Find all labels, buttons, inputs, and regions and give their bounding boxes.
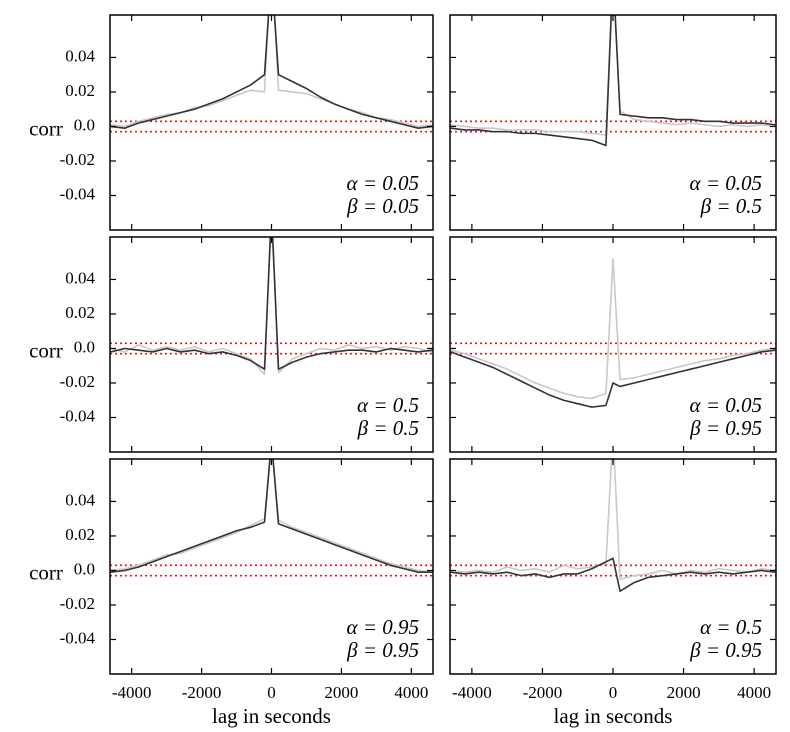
x-tick-label: 4000: [737, 683, 771, 702]
series-line: [110, 15, 433, 129]
y-tick-label: 0.04: [65, 268, 95, 287]
plot-area: [110, 459, 433, 577]
x-tick-label: -4000: [112, 683, 152, 702]
y-axis-label: corr: [29, 338, 63, 362]
plot-area: [450, 459, 776, 592]
x-tick-label: 2000: [324, 683, 358, 702]
x-axis-label: lag in seconds: [212, 704, 331, 728]
y-tick-label: -0.02: [60, 150, 95, 169]
x-axis-label: lag in seconds: [554, 704, 673, 728]
y-tick-label: 0.0: [74, 115, 95, 134]
annotation: α = 0.95: [347, 615, 419, 639]
annotation: α = 0.5: [357, 393, 419, 417]
panel: -0.04 -0.02 0.0 0.02 0.04 -4000 -2000 0 2000 4000…: [29, 458, 434, 728]
plot-area: [110, 237, 433, 376]
x-tick-label: -2000: [523, 683, 563, 702]
y-tick-label: 0.02: [65, 81, 95, 100]
y-tick-label: -0.02: [60, 372, 95, 391]
y-tick-label: -0.04: [60, 406, 96, 425]
y-tick-label: 0.0: [74, 337, 95, 356]
series-line: [110, 459, 433, 573]
x-tick-label: 2000: [667, 683, 701, 702]
annotation: α = 0.05: [690, 393, 762, 417]
y-tick-label: 0.02: [65, 525, 95, 544]
y-axis-label: corr: [29, 116, 63, 140]
plot-area: [450, 15, 776, 147]
panel: -4000 -2000 0 2000 4000 lag in seconds α = 0.5…: [449, 458, 777, 728]
series-line: [450, 349, 776, 408]
panel: α = 0.05β = 0.5: [449, 14, 777, 231]
x-tick-label: 0: [609, 683, 618, 702]
series-line: [450, 257, 776, 400]
x-tick-label: -4000: [452, 683, 492, 702]
y-tick-label: 0.04: [65, 46, 95, 65]
series-line: [450, 459, 776, 580]
plot-area: [110, 15, 433, 133]
annotation: α = 0.05: [347, 171, 419, 195]
annotation: β = 0.95: [689, 416, 762, 440]
plot-area: [450, 257, 776, 408]
y-tick-label: 0.04: [65, 490, 95, 509]
series-line: [110, 237, 433, 376]
series-line: [110, 459, 433, 573]
panel: -0.04 -0.02 0.0 0.02 0.04 corr α = 0.5β = 0.5: [29, 236, 434, 453]
annotation: α = 0.05: [690, 171, 762, 195]
y-tick-label: -0.02: [60, 594, 95, 613]
annotation: β = 0.5: [357, 416, 419, 440]
panel: -0.04 -0.02 0.0 0.02 0.04 corr α = 0.05β = 0.0…: [29, 14, 434, 231]
y-axis-label: corr: [29, 560, 63, 584]
y-tick-label: 0.0: [74, 559, 95, 578]
y-tick-label: -0.04: [60, 628, 96, 647]
x-tick-label: 4000: [394, 683, 428, 702]
series-line: [450, 557, 776, 592]
x-tick-label: 0: [267, 683, 276, 702]
panel: α = 0.05β = 0.95: [449, 236, 777, 453]
annotation: β = 0.95: [346, 638, 419, 662]
series-line: [110, 237, 433, 370]
annotation: β = 0.5: [700, 194, 762, 218]
annotation: β = 0.95: [689, 638, 762, 662]
annotation: β = 0.05: [346, 194, 419, 218]
series-line: [450, 15, 776, 136]
y-tick-label: 0.02: [65, 303, 95, 322]
x-tick-label: -2000: [182, 683, 222, 702]
y-tick-label: -0.04: [60, 184, 96, 203]
series-line: [450, 15, 776, 147]
annotation: α = 0.5: [700, 615, 762, 639]
